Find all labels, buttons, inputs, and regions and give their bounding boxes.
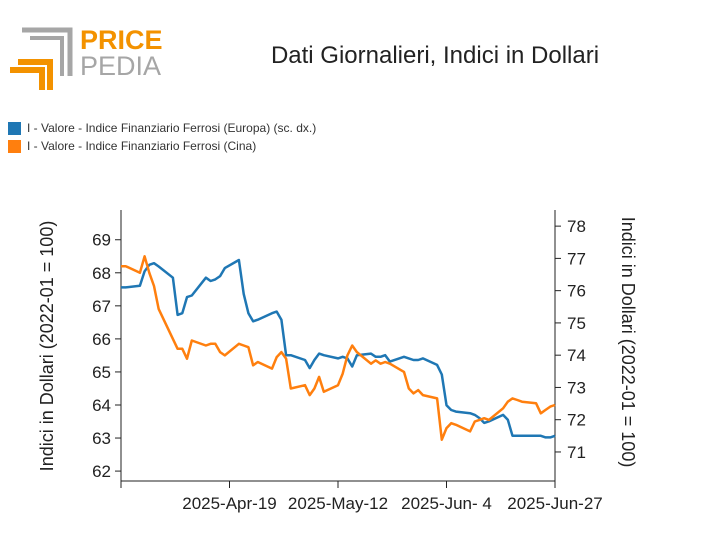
y-left-tick-label: 62 — [92, 462, 111, 481]
y-right-tick-label: 74 — [567, 346, 586, 365]
x-tick-label: 2025-Jun-27 — [507, 494, 602, 513]
y-right-tick-label: 78 — [567, 217, 586, 236]
x-tick-label: 2025-May-12 — [288, 494, 388, 513]
axis-labels: Indici in Dollari (2022-01 = 100) Indici… — [37, 217, 638, 472]
legend-label-europa: I - Valore - Indice Finanziario Ferrosi … — [27, 121, 317, 135]
y-left-tick-label: 64 — [92, 396, 111, 415]
y-left-tick-label: 69 — [92, 231, 111, 250]
y-left-tick-label: 68 — [92, 264, 111, 283]
y-left-tick-label: 66 — [92, 330, 111, 349]
legend-item-cina[interactable]: I - Valore - Indice Finanziario Ferrosi … — [8, 136, 316, 156]
legend-swatch-europa — [8, 121, 21, 135]
legend-swatch-cina — [8, 139, 21, 153]
series-lines — [121, 255, 556, 441]
y-axis-right-label: Indici in Dollari (2022-01 = 100) — [618, 217, 638, 468]
chart-title: Dati Giornalieri, Indici in Dollari — [270, 42, 600, 69]
logo-text-pedia: PEDIA — [80, 51, 161, 81]
y-right-tick-label: 76 — [567, 282, 586, 301]
y-right-tick-label: 77 — [567, 249, 586, 268]
y-axis-left-label: Indici in Dollari (2022-01 = 100) — [37, 221, 57, 472]
x-tick-label: 2025-Apr-19 — [182, 494, 277, 513]
pricepedia-logo: PRICE PEDIA — [10, 25, 163, 90]
logo-text-price: PRICE — [80, 25, 163, 55]
legend: I - Valore - Indice Finanziario Ferrosi … — [8, 118, 316, 156]
y-left-tick-label: 63 — [92, 429, 111, 448]
y-right-tick-label: 72 — [567, 411, 586, 430]
logo-mark-icon — [10, 27, 73, 90]
y-right-tick-label: 75 — [567, 314, 586, 333]
y-right-tick-label: 73 — [567, 378, 586, 397]
legend-item-europa[interactable]: I - Valore - Indice Finanziario Ferrosi … — [8, 118, 316, 138]
legend-label-cina: I - Valore - Indice Finanziario Ferrosi … — [27, 139, 257, 153]
y-left-tick-label: 67 — [92, 297, 111, 316]
series-line-europa — [121, 258, 556, 439]
y-left-tick-label: 65 — [92, 363, 111, 382]
axes: 62 63 64 65 66 67 68 69 71 72 73 74 75 76 77 78 2025-Apr… — [92, 210, 603, 513]
x-tick-label: 2025-Jun- 4 — [401, 494, 492, 513]
series-line-cina — [121, 255, 556, 441]
y-right-tick-label: 71 — [567, 443, 586, 462]
